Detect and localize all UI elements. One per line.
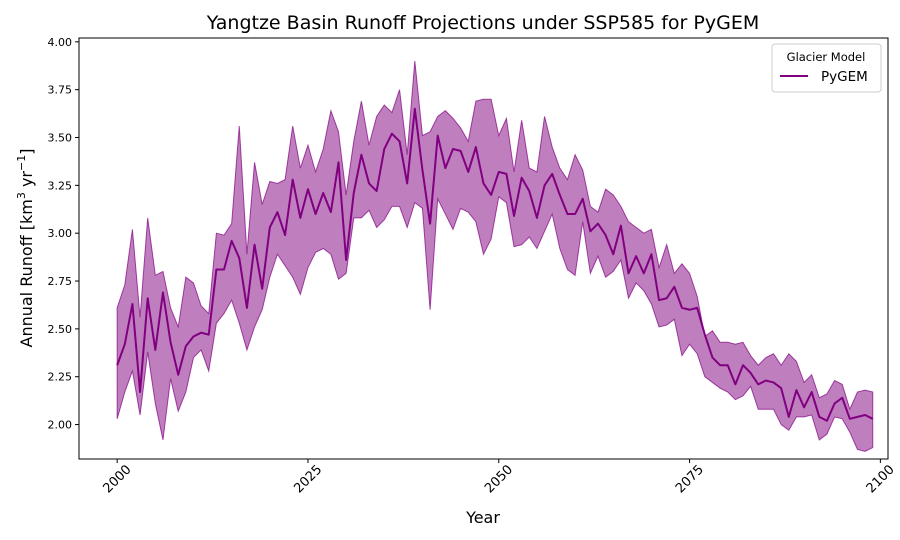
- legend: Glacier Model PyGEM: [771, 43, 882, 93]
- y-tick-label: 2.00: [48, 419, 73, 432]
- mean-line-layer: [116, 107, 874, 422]
- legend-title: Glacier Model: [787, 50, 866, 64]
- y-tick-label: 2.50: [48, 323, 73, 336]
- y-tick-label: 3.25: [48, 179, 73, 192]
- x-axis-title: Year: [465, 508, 500, 527]
- y-axis-ticks: 2.00 2.25 2.50 2.75 3.00 3.25 3.50 3.75 4.00: [48, 36, 79, 432]
- plot-frame: [78, 37, 889, 460]
- y-axis-title-sup1: 3: [15, 192, 28, 199]
- y-tick-label: 3.50: [48, 132, 73, 145]
- series-0-mean-line: [116, 107, 874, 422]
- y-axis-title-end: ]: [17, 149, 36, 155]
- y-axis-title-mid: yr: [17, 171, 36, 193]
- y-axis-title-main: Annual Runoff [km: [17, 199, 36, 347]
- legend-label-pygem: PyGEM: [821, 69, 868, 85]
- y-tick-label: 2.75: [48, 275, 73, 288]
- y-tick-label: 3.00: [48, 227, 73, 240]
- chart-title: Yangtze Basin Runoff Projections under S…: [206, 12, 759, 34]
- y-tick-label: 4.00: [48, 36, 73, 49]
- y-tick-label: 3.75: [48, 84, 73, 97]
- y-axis-title-sup2: −1: [15, 155, 28, 171]
- confidence-band-layer: [116, 60, 874, 452]
- series-0-range-band: [116, 60, 874, 452]
- y-axis-title: Annual Runoff [km3 yr−1]: [15, 149, 36, 348]
- y-tick-label: 2.25: [48, 371, 73, 384]
- legend-box: [771, 43, 882, 93]
